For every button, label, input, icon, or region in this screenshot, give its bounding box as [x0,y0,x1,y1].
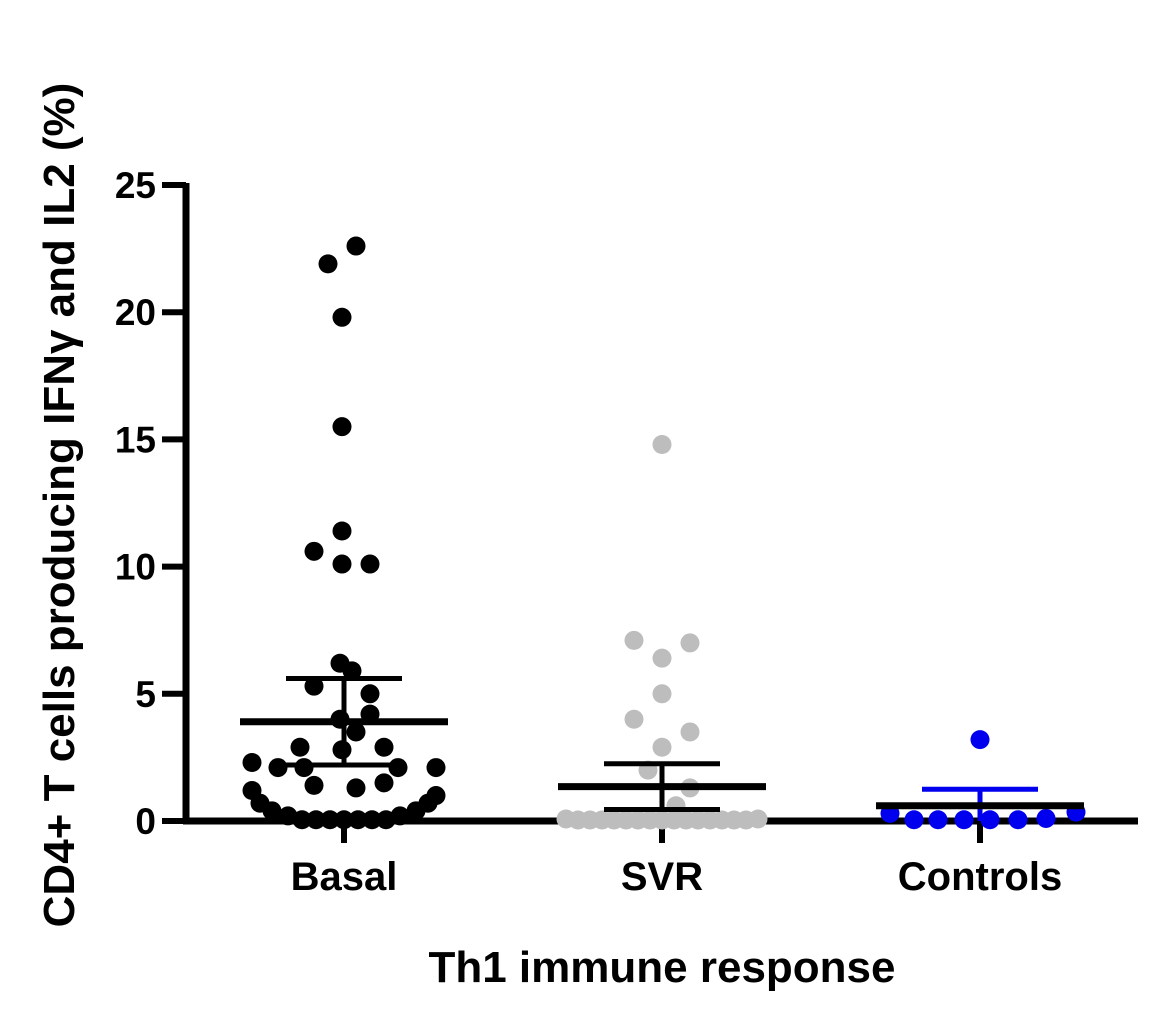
data-point [360,554,380,574]
data-point [318,254,338,274]
data-point [362,810,382,830]
data-point [268,758,288,778]
data-point [374,737,394,757]
y-tick-label: 15 [115,419,156,460]
data-point [292,810,312,830]
data-point [624,709,644,729]
data-point [652,648,672,668]
data-point [624,630,644,650]
data-point [332,307,352,327]
data-point [426,758,446,778]
data-point [652,737,672,757]
data-point [388,758,408,778]
y-axis: 0 5 10 15 20 25 [115,165,190,842]
data-point [346,722,366,742]
data-point [304,541,324,561]
data-point [320,810,340,830]
series-basal [240,236,448,830]
data-point [346,778,366,798]
x-category-label: Basal [291,855,398,899]
data-point [680,633,700,653]
data-point [406,801,426,821]
data-point [748,809,768,829]
data-point [348,810,368,830]
plot-area [240,236,1086,830]
data-point [342,661,362,681]
data-point [290,737,310,757]
data-point [334,810,354,830]
x-category-label: SVR [621,855,703,899]
data-point [904,810,924,830]
data-point [652,684,672,704]
data-point [376,810,396,830]
data-point [332,554,352,574]
y-tick-label: 0 [135,801,156,842]
data-point [652,434,672,454]
data-point [294,758,314,778]
data-point [970,730,990,750]
data-point [374,773,394,793]
data-point [1036,808,1056,828]
data-point [980,810,1000,830]
data-point [262,801,282,821]
y-tick-label: 20 [115,292,156,333]
data-point [1008,810,1028,830]
series-controls [876,730,1086,830]
data-point [304,676,324,696]
x-axis: Basal SVR Controls [183,817,1138,899]
x-axis-title: Th1 immune response [428,943,895,992]
data-point [680,722,700,742]
y-tick-label: 25 [115,165,156,206]
data-point [332,521,352,541]
data-point [346,236,366,256]
y-tick-label: 10 [115,547,156,588]
data-point [928,810,948,830]
x-category-label: Controls [898,855,1062,899]
data-point [332,417,352,437]
y-axis-title: CD4+ T cells producing IFNγ and IL2 (%) [35,83,84,928]
data-point [304,775,324,795]
data-point [306,810,326,830]
series-svr [556,434,768,830]
y-tick-label: 5 [135,674,156,715]
data-point [360,684,380,704]
data-point [954,810,974,830]
data-point [242,752,262,772]
